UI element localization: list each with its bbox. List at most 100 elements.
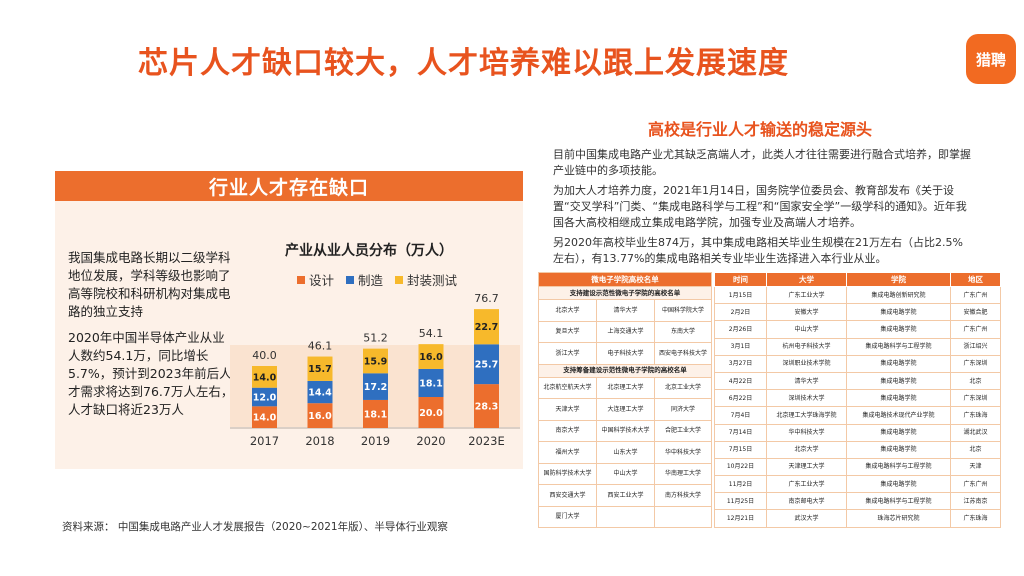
segment-label-2023E-1: 25.7 [475, 360, 498, 371]
schools-table-row: 国防科学技术大学 中山大学 华南理工大学 [538, 462, 712, 485]
table-cell: 集成电路科学与工程学院 [846, 337, 951, 356]
bar-segment-2018-0 [307, 403, 333, 428]
policy-paragraph: 为加大人才培养力度，2021年1月14日，国务院学位委员会、教育部发布《关于设置… [553, 184, 967, 229]
bar-segment-2019-2 [363, 348, 388, 374]
table-cell: 广东广州 [950, 320, 1001, 339]
table-cell: 集成电路学院 [846, 440, 951, 459]
segment-label-2020-0: 20.0 [419, 408, 443, 419]
table-cell: 北京 [950, 440, 1001, 459]
schools-table-row-cell: 清华大学 [596, 299, 655, 322]
table-cell: 2月2日 [714, 303, 767, 322]
schools-table-title: 微电子学院高校名单 [538, 272, 712, 287]
total-label-2019: 51.2 [363, 332, 388, 345]
table-row: 7月15日 北京大学 集成电路学院 北京 [714, 440, 1001, 459]
schools-table-row: 厦门大学 [538, 505, 712, 528]
table-cell: 11月2日 [714, 475, 767, 494]
table-cell: 广东珠海 [950, 406, 1001, 425]
schools-table-row-cell: 大连理工大学 [596, 398, 655, 421]
schools-table-row: 复旦大学 上海交通大学 东南大学 [538, 320, 712, 343]
segment-label-2017-2: 14.0 [253, 372, 277, 383]
bar-segment-2020-2 [418, 344, 444, 369]
table-row: 4月22日 清华大学 集成电路学院 北京 [714, 371, 1001, 391]
events-column-header: 时间 [714, 272, 767, 287]
table-cell: 广东深圳 [950, 389, 1001, 408]
table-cell: 7月4日 [714, 406, 767, 425]
legend-label-design: 设计 [309, 273, 335, 288]
total-label-2018: 46.1 [308, 340, 333, 353]
bar-segment-2018-2 [307, 356, 333, 381]
table-cell: 集成电路学院 [846, 389, 951, 408]
segment-label-2017-0: 14.0 [253, 413, 277, 424]
table-cell: 北京理工大学珠海学院 [766, 406, 847, 425]
schools-table-row-cell: 福州大学 [538, 441, 597, 464]
table-cell: 集成电路学院 [846, 371, 951, 391]
table-row: 1月15日 广东工业大学 集成电路创新研究院 广东广州 [714, 285, 1001, 305]
category-label-2023E: 2023E [468, 434, 505, 448]
table-row: 7月4日 北京理工大学珠海学院 集成电路技术现代产业学院 广东珠海 [714, 406, 1001, 425]
table-cell: 广东深圳 [950, 354, 1001, 373]
universities-description: 目前中国集成电路产业尤其缺乏高端人才，此类人才往往需要进行融合式培养，即掌握产业… [553, 147, 973, 267]
schools-table-row-cell: 同济大学 [654, 398, 712, 421]
bar-segment-2017-2 [252, 366, 277, 388]
schools-table-row-cell: 合肥工业大学 [654, 419, 712, 442]
segment-label-2019-0: 18.1 [364, 409, 387, 420]
schools-group1-title: 支持建设示范性微电子学院的高校名单 [538, 286, 712, 300]
schools-table-row-cell: 华中科技大学 [654, 441, 712, 464]
schools-table-row-cell: 电子科技大学 [596, 342, 655, 365]
table-cell: 7月15日 [714, 440, 767, 459]
schools-table-row: 福州大学 山东大学 华中科技大学 [538, 441, 712, 464]
segment-label-2023E-2: 22.7 [475, 322, 498, 333]
table-cell: 7月14日 [714, 423, 767, 442]
table-row: 3月1日 杭州电子科技大学 集成电路科学与工程学院 浙江绍兴 [714, 337, 1001, 356]
table-cell: 集成电路科学与工程学院 [846, 492, 951, 511]
legend-swatch-design [297, 275, 305, 284]
schools-table-row-cell: 北京航空航天大学 [538, 376, 597, 399]
table-cell: 杭州电子科技大学 [766, 337, 847, 356]
liepin-logo: 猎聘 [966, 34, 1016, 84]
schools-table-title-cell: 微电子学院高校名单 [538, 272, 712, 287]
bar-segment-2020-1 [418, 368, 444, 397]
category-label-2018: 2018 [305, 434, 334, 448]
table-cell: 天津理工大学 [766, 457, 847, 477]
discipline-paragraph: 我国集成电路长期以二级学科地位发展，学科等级也影响了高等院校和科研机构对集成电路… [68, 250, 231, 319]
total-label-2017: 40.0 [252, 349, 277, 362]
table-cell: 深圳职业技术学院 [766, 354, 847, 373]
schools-table-row-cell: 国防科学技术大学 [538, 462, 597, 485]
table-cell: 华中科技大学 [766, 423, 847, 442]
total-label-2020: 54.1 [419, 327, 444, 340]
table-row: 3月27日 深圳职业技术学院 集成电路学院 广东深圳 [714, 354, 1001, 373]
table-cell: 安徽合肥 [950, 303, 1001, 322]
table-cell: 深圳技术大学 [766, 389, 847, 408]
schools-table-row-cell: 中山大学 [596, 462, 655, 485]
table-cell: 南京邮电大学 [766, 492, 847, 511]
schools-group2-title: 支持筹备建设示范性微电子学院的高校名单 [538, 363, 712, 378]
microelectronics-schools-table: 微电子学院高校名单 支持建设示范性微电子学院的高校名单 北京大学 清华大学 中国科学院大… [538, 272, 712, 528]
schools-table-row-cell: 北京理工大学 [596, 376, 655, 399]
bar-segment-2019-1 [363, 373, 388, 400]
table-cell: 浙江绍兴 [950, 337, 1001, 356]
schools-table-row: 北京大学 清华大学 中国科学院大学 [538, 299, 712, 322]
table-cell: 广东广州 [950, 475, 1001, 494]
schools-table-row-cell: 北京大学 [538, 299, 597, 322]
table-cell: 11月25日 [714, 492, 767, 511]
bar-segment-2017-1 [252, 387, 277, 407]
segment-label-2019-1: 17.2 [364, 382, 387, 393]
source-note: 资料来源： 中国集成电路产业人才发展报告（2020~2021年版）、半导体行业观… [62, 521, 448, 533]
table-cell: 12月21日 [714, 509, 767, 528]
table-row: 11月25日 南京邮电大学 集成电路科学与工程学院 江苏南京 [714, 492, 1001, 511]
graduates-paragraph: 另2020年高校毕业生874万，其中集成电路相关毕业生规模在21万左右（占比2.… [553, 236, 963, 265]
legend-label-manufacturing: 制造 [358, 273, 384, 288]
table-row: 11月2日 广东工业大学 集成电路学院 广东广州 [714, 475, 1001, 494]
schools-table-row-cell: 山东大学 [596, 441, 655, 464]
table-cell: 武汉大学 [766, 509, 847, 528]
high-end-talent-paragraph: 目前中国集成电路产业尤其缺乏高端人才，此类人才往往需要进行融合式培养，即掌握产业… [553, 148, 971, 177]
table-cell: 广东珠海 [950, 509, 1001, 528]
schools-table-row-cell: 天津大学 [538, 398, 597, 421]
schools-table-row-cell: 南方科技大学 [654, 484, 712, 507]
schools-table-row-cell: 北京工业大学 [654, 376, 712, 399]
table-cell: 集成电路学院 [846, 320, 951, 339]
table-row: 2月26日 中山大学 集成电路学院 广东广州 [714, 320, 1001, 339]
table-row: 7月14日 华中科技大学 集成电路学院 湖北武汉 [714, 423, 1001, 442]
table-cell: 集成电路学院 [846, 303, 951, 322]
segment-label-2017-1: 12.0 [253, 393, 277, 404]
